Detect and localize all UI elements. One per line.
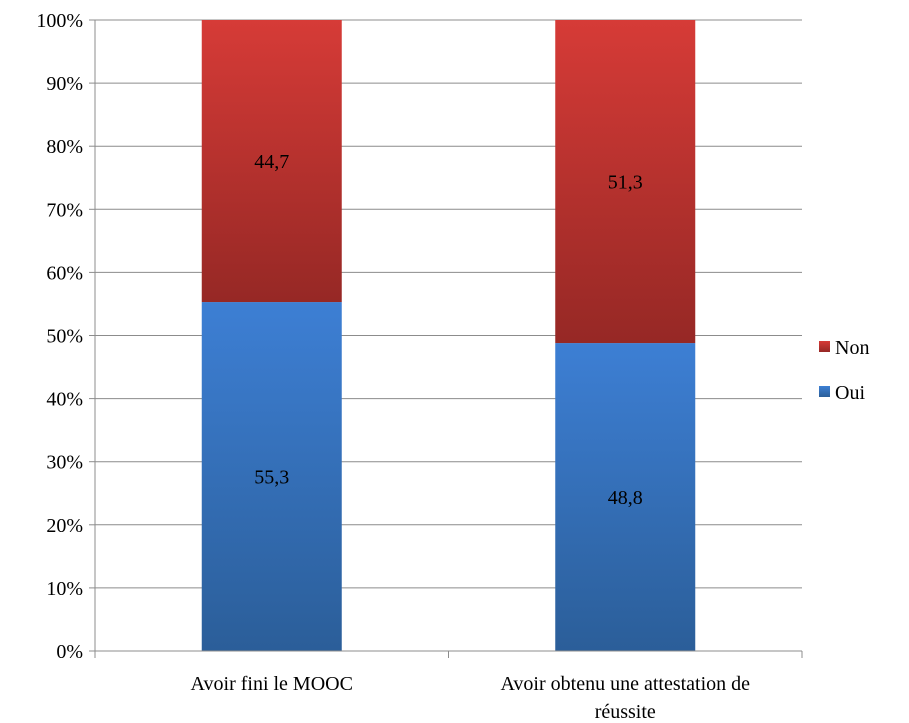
y-tick-label: 80% — [46, 136, 83, 158]
bar-segment-oui — [555, 343, 696, 651]
y-tick-label: 0% — [56, 641, 83, 663]
y-tick-label: 100% — [36, 10, 83, 32]
y-tick-label: 50% — [46, 326, 83, 348]
axes — [94, 20, 803, 658]
bar-segment-oui — [201, 302, 342, 651]
legend-label-non: Non — [835, 337, 869, 359]
data-label: 55,3 — [254, 467, 289, 489]
y-tick-label: 40% — [46, 389, 83, 411]
y-tick-label: 20% — [46, 515, 83, 537]
legend-swatch-oui — [819, 386, 830, 397]
y-tick-label: 30% — [46, 452, 83, 474]
x-category-label: Avoir obtenu une attestation de réussite — [500, 673, 750, 723]
legend: Non Oui — [819, 337, 869, 404]
data-label: 51,3 — [608, 172, 643, 194]
y-tick-label: 60% — [46, 262, 83, 284]
x-axis-category-labels: Avoir fini le MOOC Avoir obtenu une attes… — [191, 673, 751, 723]
bar-segment-non — [555, 20, 696, 344]
legend-label-oui: Oui — [835, 382, 865, 404]
data-label: 44,7 — [254, 151, 289, 173]
y-tick-label: 10% — [46, 578, 83, 600]
bar-segment-non — [201, 20, 342, 303]
x-category-label: Avoir fini le MOOC — [191, 673, 353, 695]
y-tick-label: 70% — [46, 199, 83, 221]
y-tick-label: 90% — [46, 73, 83, 95]
y-axis-tick-labels: 0% 10% 20% 30% 40% 50% 60% 70% 80% 90% 100% — [36, 10, 83, 663]
legend-swatch-non — [819, 341, 830, 352]
data-label: 48,8 — [608, 487, 643, 509]
bars: 55,3 44,7 48,8 51,3 — [201, 20, 696, 651]
